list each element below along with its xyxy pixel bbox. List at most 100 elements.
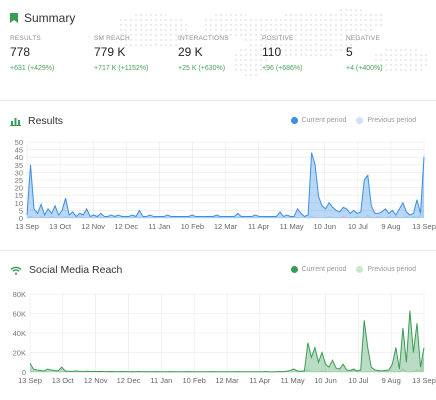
map-dot [260, 34, 262, 36]
map-dot [165, 34, 167, 36]
map-dot [260, 59, 262, 61]
map-dot [240, 64, 242, 66]
reach-line-chart: 0 20K 40K 60K 80K 13 Sep 13 Oct 12 Nov 12 Dec 11 … [13, 290, 436, 385]
map-dot [285, 49, 287, 51]
x-tick-label: 12 Nov [84, 376, 108, 385]
divider [0, 100, 436, 101]
map-dot [345, 24, 347, 26]
legend-current[interactable]: Current period [290, 117, 346, 124]
map-dot [150, 24, 152, 26]
map-dot [330, 14, 332, 16]
map-dot [180, 29, 182, 31]
map-dot [250, 44, 252, 46]
map-dot [335, 34, 337, 36]
map-dot [345, 9, 347, 11]
map-dot [145, 44, 147, 46]
summary-header: Summary [10, 11, 75, 25]
map-dot [380, 19, 382, 21]
map-dot [130, 34, 132, 36]
map-dot [160, 44, 162, 46]
map-dot [235, 34, 237, 36]
map-dot [130, 39, 132, 41]
map-dot [340, 34, 342, 36]
map-dot [275, 34, 277, 36]
map-dot [305, 44, 307, 46]
map-dot [385, 69, 387, 71]
map-dot [280, 19, 282, 21]
map-dot [135, 29, 137, 31]
map-dot [165, 44, 167, 46]
map-dot [245, 49, 247, 51]
map-dot [355, 9, 357, 11]
y-tick-label: 25 [15, 176, 23, 185]
map-dot [175, 44, 177, 46]
map-dot [315, 24, 317, 26]
map-dot [265, 54, 267, 56]
map-dot [260, 54, 262, 56]
map-dot [145, 29, 147, 31]
map-dot [260, 29, 262, 31]
map-dot [290, 19, 292, 21]
reach-card: Social Media Reach Current period Previo… [0, 264, 436, 394]
map-dot [165, 24, 167, 26]
map-dot [355, 19, 357, 21]
map-dot [270, 44, 272, 46]
kpi-positive: POSITIVE 110 +96 (+686%) [262, 35, 346, 72]
map-dot [255, 39, 257, 41]
map-dot [305, 54, 307, 56]
map-dot [250, 74, 252, 76]
map-dot [350, 19, 352, 21]
map-dot [240, 34, 242, 36]
results-legend: Current period Previous period [290, 117, 416, 124]
map-dot [120, 34, 122, 36]
map-dot [165, 29, 167, 31]
kpi-delta: +25 K (+630%) [178, 65, 226, 72]
map-dot [255, 74, 257, 76]
map-dot [135, 39, 137, 41]
map-dot [310, 24, 312, 26]
map-dot [360, 14, 362, 16]
map-dot [235, 54, 237, 56]
kpi-results: RESULTS 778 +631 (+429%) [10, 35, 94, 72]
map-dot [265, 59, 267, 61]
map-dot [230, 29, 232, 31]
map-dot [240, 49, 242, 51]
map-dot [370, 29, 372, 31]
map-dot [375, 14, 377, 16]
map-dot [285, 39, 287, 41]
map-dot [255, 34, 257, 36]
map-dot [290, 44, 292, 46]
map-dot [295, 14, 297, 16]
map-dot [290, 34, 292, 36]
map-dot [415, 59, 417, 61]
y-tick-label: 50 [15, 138, 23, 147]
map-dot [270, 54, 272, 56]
y-tick-label: 10 [15, 199, 23, 208]
map-dot [150, 34, 152, 36]
map-dot [295, 34, 297, 36]
map-dot [255, 69, 257, 71]
kpi-delta: +4 (+400%) [346, 65, 383, 72]
map-dot [145, 19, 147, 21]
map-dot [320, 34, 322, 36]
map-dot [275, 54, 277, 56]
y-tick-label: 5 [19, 206, 23, 215]
legend-previous[interactable]: Previous period [356, 117, 416, 124]
map-dot [360, 24, 362, 26]
legend-previous[interactable]: Previous period [356, 266, 416, 273]
map-dot [225, 34, 227, 36]
map-dot [150, 29, 152, 31]
map-dot [405, 49, 407, 51]
map-dot [145, 39, 147, 41]
map-dot [310, 49, 312, 51]
legend-current[interactable]: Current period [290, 266, 346, 273]
kpi-negative: NEGATIVE 5 +4 (+400%) [346, 35, 430, 72]
map-dot [250, 19, 252, 21]
x-tick-label: 13 Sep [412, 376, 436, 385]
map-dot [305, 24, 307, 26]
map-dot [125, 19, 127, 21]
summary-panel: Summary RESULTS 778 +631 (+429%) SM REAC… [0, 0, 436, 100]
map-dot [270, 24, 272, 26]
map-dot [375, 64, 377, 66]
